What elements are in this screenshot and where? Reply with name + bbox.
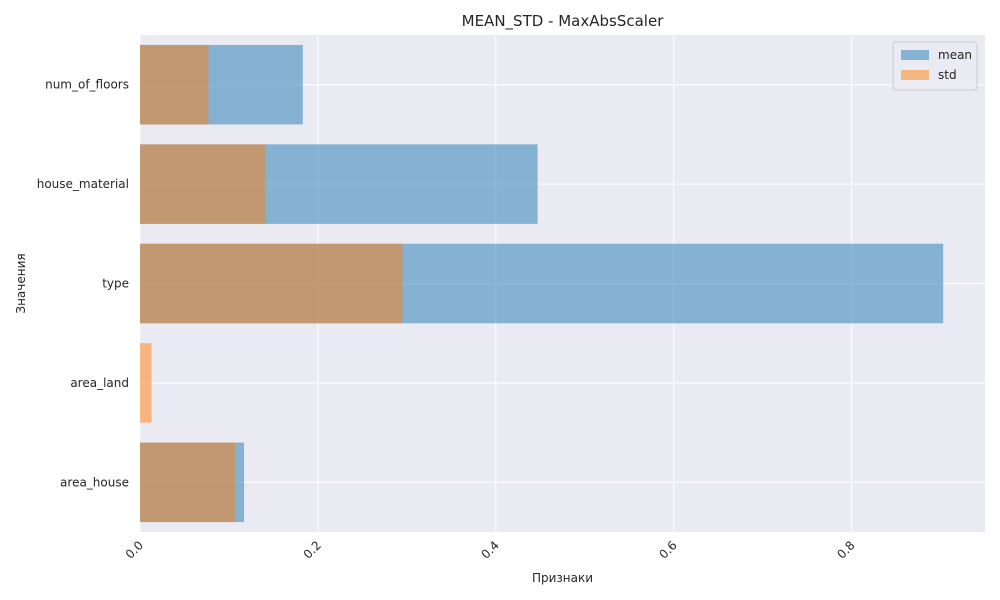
y-tick-label: num_of_floors [45,78,129,92]
legend-swatch-std [901,70,929,80]
y-tick-label: area_house [60,475,129,489]
x-tick-label: 0.8 [834,538,857,561]
x-axis-ticks: 0.0 0.2 0.4 0.6 0.8 [123,538,858,561]
legend: mean std [892,41,978,91]
legend-swatch-mean [901,50,929,60]
x-axis-label: Признаки [532,571,593,585]
y-tick-label: house_material [37,177,129,191]
bar-std-area_land [140,343,152,423]
y-axis-label: Значения [14,253,28,313]
x-tick-label: 0.2 [301,538,324,561]
legend-label-mean: mean [938,48,972,62]
bar-std-house_material [140,144,266,224]
x-tick-label: 0.0 [123,538,146,561]
bars [140,44,944,523]
x-tick-label: 0.6 [656,538,679,561]
y-axis-ticks: area_house area_land type house_material num… [37,78,129,490]
bar-std-num_of_floors [140,44,209,125]
bar-std-type [140,243,403,324]
y-tick-label: type [102,277,129,291]
x-tick-label: 0.4 [479,538,502,561]
chart-title: MEAN_STD - MaxAbsScaler [462,12,665,31]
legend-label-std: std [938,68,957,82]
bar-std-area_house [140,442,236,523]
y-tick-label: area_land [70,376,129,390]
